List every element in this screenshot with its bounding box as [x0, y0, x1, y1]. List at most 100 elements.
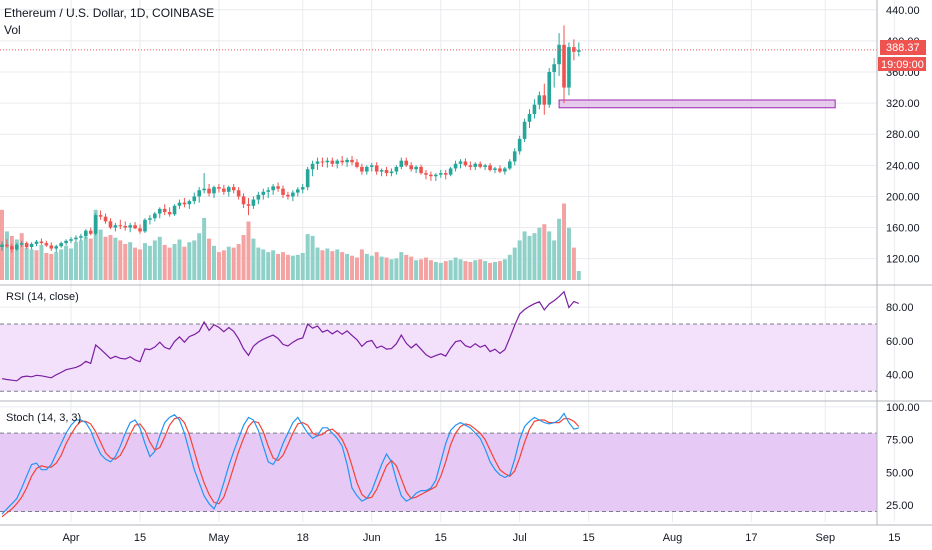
candle: [310, 160, 315, 177]
candle-body: [212, 187, 216, 194]
volume-bar: [93, 209, 98, 280]
volume-bar: [4, 231, 9, 280]
volume-bar: [29, 249, 34, 280]
candle-body: [10, 246, 14, 250]
candle: [84, 229, 88, 239]
volume-bar: [133, 247, 138, 280]
volume-bar: [49, 253, 54, 280]
candle: [286, 191, 290, 200]
candle-body: [231, 187, 236, 191]
rsi-line: [1, 290, 580, 382]
candle-body: [59, 243, 63, 247]
volume-bar: [562, 203, 567, 280]
candle-body: [217, 187, 221, 189]
candle: [374, 162, 379, 175]
volume-bar: [547, 231, 552, 280]
candle-body: [93, 215, 98, 234]
volume-bar: [177, 239, 182, 280]
x-tick-label: 15: [435, 532, 447, 544]
candle: [369, 163, 374, 172]
volume-bar: [300, 253, 305, 280]
price-tick-label: 200.00: [886, 191, 920, 203]
volume-bar: [433, 262, 438, 280]
x-tick-label: 15: [134, 532, 146, 544]
support-zone-box[interactable]: [558, 99, 836, 109]
candle: [222, 184, 226, 195]
volume-bar: [384, 257, 389, 280]
candle-body: [478, 163, 483, 167]
x-tick-label: Jul: [513, 532, 527, 544]
volume-bar: [571, 247, 576, 280]
volume-bar: [147, 245, 152, 280]
candle: [542, 83, 547, 115]
candle-body: [44, 243, 49, 246]
volume-bar: [172, 244, 177, 280]
candle-body: [340, 160, 344, 163]
candle-body: [79, 236, 83, 238]
volume-bar: [305, 234, 310, 280]
candle: [271, 184, 275, 195]
volume-bar: [532, 233, 537, 280]
volume-bar: [448, 260, 453, 280]
candle-body: [552, 64, 556, 72]
candle: [197, 187, 201, 203]
candle-body: [424, 173, 428, 175]
x-tick-label: 15: [583, 532, 595, 544]
candle-body: [409, 165, 413, 170]
candle: [10, 243, 14, 253]
candle-body: [182, 202, 187, 205]
volume-bar: [44, 253, 49, 280]
candle: [305, 166, 310, 191]
candle-body: [517, 138, 522, 152]
candle: [567, 42, 571, 96]
volume-bar: [59, 249, 64, 280]
candle: [24, 241, 29, 249]
support-zone[interactable]: [558, 99, 836, 109]
candle-body: [266, 190, 271, 192]
candle: [522, 118, 527, 142]
volume-bar: [419, 259, 424, 280]
price-tick-label: 320.00: [886, 98, 920, 110]
candle-body: [310, 163, 315, 170]
candle-body: [222, 188, 226, 192]
candle: [256, 191, 261, 205]
volume-bar: [542, 224, 547, 280]
candle: [478, 161, 483, 169]
candle: [226, 185, 231, 197]
candle: [148, 215, 152, 225]
candle-body: [414, 166, 418, 170]
candle: [98, 210, 103, 220]
candle-body: [522, 121, 527, 139]
candle: [360, 163, 364, 175]
candle-body: [567, 47, 571, 88]
candle-body: [74, 237, 78, 240]
volume-bar: [207, 238, 212, 280]
candle: [458, 159, 463, 169]
candle-body: [473, 163, 478, 167]
candle: [241, 193, 246, 209]
candle: [212, 185, 216, 198]
candle: [236, 187, 241, 200]
candle-body: [0, 244, 4, 247]
volume-bar: [14, 239, 19, 280]
volume-bar: [281, 252, 286, 280]
candle: [557, 33, 561, 76]
candle-body: [281, 188, 285, 195]
candle: [59, 241, 63, 248]
volume-bar: [192, 240, 197, 280]
volume-bar: [69, 248, 74, 280]
candle-body: [19, 243, 24, 245]
candle-body: [14, 244, 19, 250]
candle: [266, 187, 271, 198]
x-tick-label: 17: [745, 532, 757, 544]
candle: [44, 240, 49, 247]
stoch-k-line: [1, 412, 579, 515]
volume-bar: [497, 261, 502, 280]
volume-bar: [285, 254, 290, 280]
candle: [320, 157, 325, 167]
volume-bar: [295, 254, 300, 280]
volume-bar: [261, 249, 266, 280]
candle: [527, 109, 532, 128]
candle-body: [84, 230, 88, 237]
